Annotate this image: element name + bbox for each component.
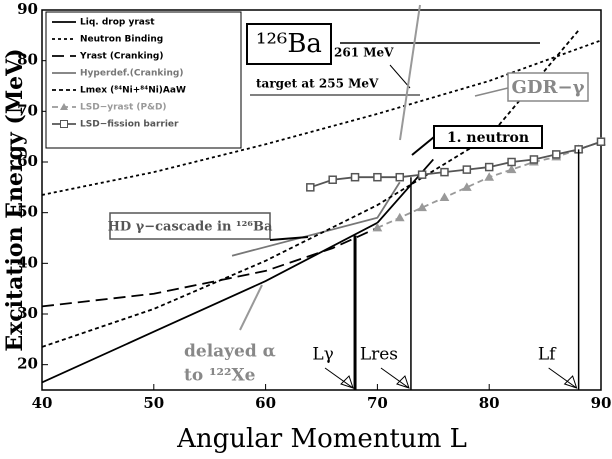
- y-tick-label: 50: [17, 203, 38, 221]
- box: [246, 23, 332, 65]
- legend-label: LSD−fission barrier: [80, 120, 179, 130]
- y-tick-label: 60: [17, 152, 38, 170]
- annotation: to ¹²²Xe: [184, 366, 256, 386]
- x-tick-label: 60: [255, 394, 276, 412]
- y-tick-label: 20: [17, 355, 38, 373]
- marker: [395, 172, 405, 182]
- marker: [439, 192, 450, 201]
- plot-frame: [41, 9, 602, 391]
- marker: [596, 137, 606, 146]
- marker: [484, 172, 495, 181]
- marker: [440, 167, 449, 177]
- marker-arrow: [380, 367, 410, 389]
- legend-marker: [60, 120, 68, 128]
- marker-label: Lf: [538, 345, 557, 365]
- series-line: [41, 227, 378, 308]
- legend: Liq. drop yrast Neutron Binding Yrast (Cra…: [45, 11, 242, 149]
- marker: [417, 170, 427, 179]
- annotations: ¹²⁶Ba 261 MeV target at 255 MeV GDR−γ 1.…: [108, 4, 589, 386]
- marker-arrow: [324, 367, 354, 389]
- x-tick-label: 40: [32, 394, 53, 412]
- marker: [394, 212, 405, 222]
- annotation: 1. neutron: [447, 130, 529, 146]
- marker: [484, 162, 494, 172]
- legend-label: Lmex (⁸⁴Ni+⁸⁴Ni)AaW: [80, 86, 186, 96]
- plot-area: 40 50 60 70 80 90 20 30 40 50 60 70 80 90 Lγ Lres Lf: [17, 0, 611, 412]
- annotation: 261 MeV: [334, 46, 394, 60]
- y-axis-title: Excitation Energy (MeV): [2, 48, 28, 351]
- legend-label: Liq. drop yrast: [80, 18, 155, 28]
- x-tick-label: 70: [367, 394, 388, 412]
- box: [109, 212, 271, 240]
- marker-label: Lγ: [312, 345, 333, 365]
- series-line: [231, 181, 401, 257]
- y-tick-label: 30: [17, 304, 38, 322]
- y-tick-label: 90: [17, 0, 38, 18]
- x-tick-label: 90: [591, 394, 612, 412]
- marker: [350, 172, 360, 182]
- marker: [552, 150, 561, 159]
- annotation: HD γ−cascade in ¹²⁶Ba: [108, 220, 273, 235]
- marker: [506, 164, 517, 174]
- rule: [389, 64, 411, 89]
- legend-label: LSD−yrast (P&D): [80, 103, 167, 113]
- marker: [373, 172, 382, 182]
- annotation: target at 255 MeV: [256, 77, 379, 91]
- series-line: [41, 29, 580, 348]
- marker: [529, 155, 539, 164]
- marker: [507, 157, 516, 167]
- legend-frame: [45, 11, 242, 149]
- arrow: [239, 284, 263, 331]
- annotation: GDR−γ: [512, 77, 585, 98]
- y-tick-label: 80: [17, 51, 38, 69]
- arrow: [399, 4, 421, 141]
- arrow: [269, 236, 309, 241]
- x-tick-label: 50: [143, 394, 164, 412]
- marker: [461, 182, 472, 191]
- annotation: ¹²⁶Ba: [256, 29, 322, 59]
- marker: [462, 165, 472, 174]
- y-tick-label: 70: [17, 101, 38, 119]
- x-axis-title: Angular Momentum L: [176, 424, 467, 454]
- arrow: [411, 136, 435, 156]
- legend-marker: [60, 103, 68, 110]
- marker: [417, 202, 427, 212]
- marker: [328, 175, 337, 184]
- marker: [372, 222, 383, 232]
- marker: [306, 183, 315, 192]
- series-line: [41, 158, 434, 384]
- arrow: [474, 87, 509, 97]
- marker-label: Lres: [360, 345, 398, 365]
- legend-label: Neutron Binding: [80, 35, 163, 45]
- marker-arrow: [548, 367, 578, 389]
- annotation: delayed α: [184, 342, 276, 362]
- legend-label: Yrast (Cranking): [79, 52, 164, 62]
- y-tick-label: 40: [17, 253, 38, 271]
- x-tick-label: 80: [479, 394, 500, 412]
- box: [507, 72, 589, 102]
- legend-label: Hyperdef.(Cranking): [80, 69, 183, 79]
